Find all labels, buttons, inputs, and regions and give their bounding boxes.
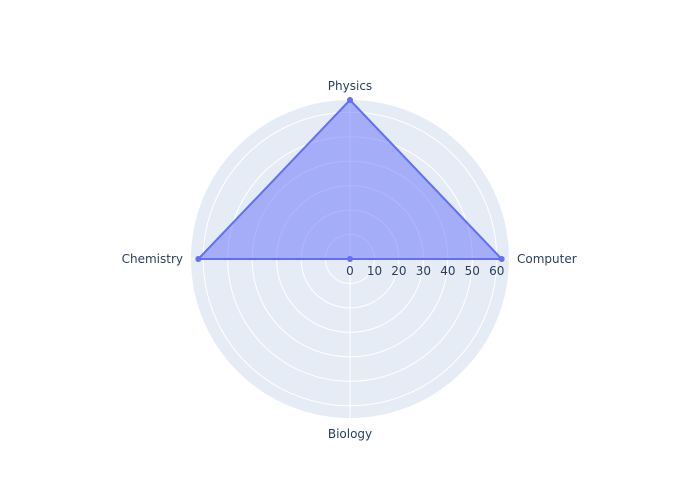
radial-tick-label-10: 10 — [367, 264, 382, 278]
category-label-biology: Biology — [328, 427, 372, 441]
radial-tick-label-50: 50 — [465, 264, 480, 278]
radial-tick-label-0: 0 — [346, 264, 354, 278]
data-point-chemistry — [195, 256, 202, 262]
radial-tick-label-20: 20 — [391, 264, 406, 278]
radial-tick-label-30: 30 — [416, 264, 431, 278]
category-label-computer: Computer — [517, 252, 577, 266]
data-point-physics — [347, 97, 353, 103]
data-point-biology — [347, 256, 353, 262]
data-point-computer — [498, 256, 505, 262]
category-label-chemistry: Chemistry — [122, 252, 183, 266]
radial-tick-label-60: 60 — [489, 264, 504, 278]
category-label-physics: Physics — [328, 79, 372, 93]
radial-tick-label-40: 40 — [440, 264, 455, 278]
data-layer — [195, 97, 505, 262]
radial-tick-labels: 0 10 20 30 40 50 60 — [346, 264, 504, 278]
angular-tick-labels: Computer Physics Chemistry Biology — [122, 79, 577, 441]
